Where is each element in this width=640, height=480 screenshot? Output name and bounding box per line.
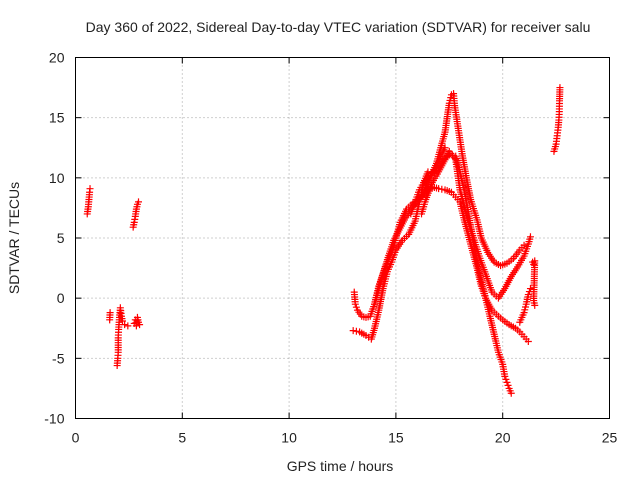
data-point — [507, 389, 515, 397]
tick-layer: 0 5 10 15 20 25 -10 -5 0 5 10 15 20 — [44, 50, 617, 446]
data-point — [520, 241, 528, 249]
y-tick-label: 0 — [57, 290, 65, 306]
data-point — [503, 378, 511, 386]
data-point — [435, 185, 443, 193]
data-point — [501, 372, 509, 380]
y-tick-label: 10 — [49, 170, 65, 186]
data-point — [504, 381, 512, 389]
y-tick-label: 15 — [49, 110, 65, 126]
data-point — [524, 337, 532, 345]
data-point — [530, 260, 538, 268]
data-point — [135, 198, 143, 206]
plot-frame — [75, 57, 610, 419]
grid-layer — [75, 57, 610, 419]
x-tick-label: 0 — [72, 430, 80, 446]
data-point — [349, 327, 357, 335]
data-point — [352, 303, 360, 311]
x-tick-label: 25 — [602, 430, 618, 446]
mark-layer — [83, 84, 564, 397]
x-tick-label: 20 — [495, 430, 511, 446]
data-point — [556, 84, 564, 92]
data-point — [524, 291, 532, 299]
data-point — [441, 144, 449, 152]
x-tick-label: 10 — [281, 430, 297, 446]
data-point — [351, 300, 359, 308]
data-point — [121, 321, 129, 329]
data-point — [106, 309, 114, 317]
x-axis-title: GPS time / hours — [287, 458, 394, 474]
data-point — [352, 327, 360, 335]
y-tick-label: 20 — [49, 50, 65, 66]
data-point — [502, 375, 510, 383]
data-point — [118, 317, 126, 325]
y-tick-label: -5 — [52, 350, 65, 366]
data-point — [136, 321, 144, 329]
data-point — [86, 185, 94, 193]
data-point — [124, 322, 132, 330]
chart-title: Day 360 of 2022, Sidereal Day-to-day VTE… — [86, 19, 591, 35]
y-tick-label: 5 — [57, 230, 65, 246]
y-axis-title: SDTVAR / TECUs — [6, 182, 22, 294]
data-point — [438, 185, 446, 193]
x-tick-label: 5 — [178, 430, 186, 446]
data-point — [526, 233, 534, 241]
x-tick-label: 15 — [388, 430, 404, 446]
data-point — [531, 301, 539, 309]
y-tick-label: -10 — [44, 411, 64, 427]
data-point — [526, 285, 534, 293]
